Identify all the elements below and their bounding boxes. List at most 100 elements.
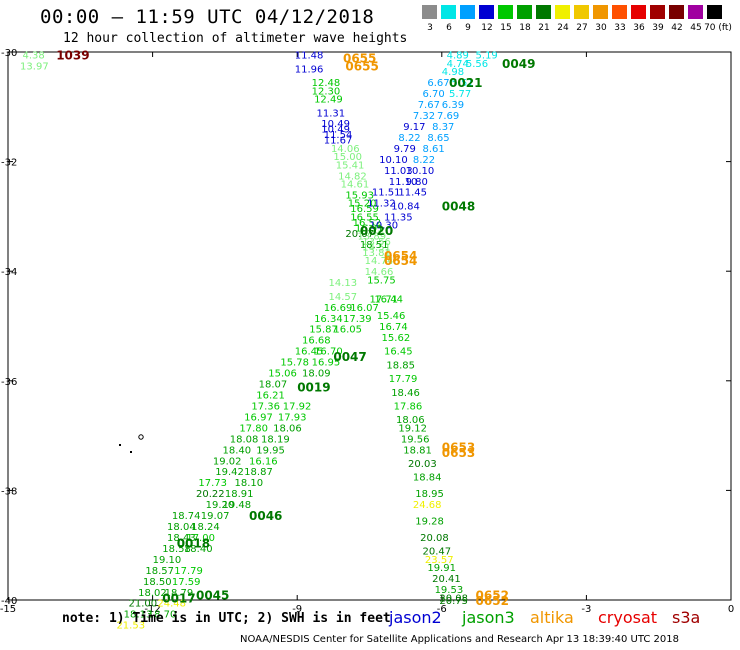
wave-height-value: 16.05 (333, 325, 362, 336)
wave-height-value: 14.61 (341, 180, 370, 191)
wave-height-value: 16.07 (350, 303, 379, 314)
x-tick-label: 0 (728, 604, 734, 615)
wave-height-value: 14.51 (362, 243, 391, 254)
legend-label: 39 (652, 23, 664, 33)
wave-height-value: 20.47 (423, 547, 452, 558)
legend-label: 12 (481, 23, 493, 33)
legend-label: 18 (519, 23, 531, 33)
wave-height-value: 10.49 (321, 119, 350, 130)
wave-height-value: 15.00 (333, 152, 362, 163)
legend-label: 42 (671, 23, 683, 33)
wave-height-value: 4.38 (22, 51, 44, 62)
wave-height-value: 19.12 (398, 423, 427, 434)
wave-height-value: 8.61 (423, 144, 445, 155)
track-time-label: 0652 (476, 589, 509, 603)
legend-label: 9 (465, 23, 471, 33)
wave-height-value: 24.68 (413, 500, 442, 511)
wave-height-value: 11.67 (324, 136, 353, 147)
legend-swatch (441, 5, 456, 19)
wave-height-value: 16.97 (244, 412, 273, 423)
wave-height-value: 17.79 (174, 566, 203, 577)
wave-height-value: 16.91 (355, 223, 384, 234)
wave-height-value: 6.70 (423, 89, 445, 100)
wave-height-value: 10.10 (379, 155, 408, 166)
wave-height-value: 11.32 (367, 199, 396, 210)
wave-height-value: 15.78 (280, 358, 309, 369)
wave-height-value: 10.30 (370, 221, 399, 232)
legend-swatch (574, 5, 589, 19)
wave-height-value: 15.62 (382, 333, 411, 344)
wave-height-value: 16.69 (324, 303, 353, 314)
wave-height-value: 18.40 (222, 445, 251, 456)
wave-height-value: 20.75 (439, 596, 468, 607)
wave-height-value: 15.41 (336, 160, 365, 171)
satellite-legend-altika: altika (530, 608, 574, 627)
wave-height-value: 18.85 (386, 360, 415, 371)
wave-height-values: 4.3813.9711.4811.9612.4812.3012.4911.311… (20, 51, 498, 632)
wave-height-value: 14.74 (365, 256, 394, 267)
axis-ticks: -15 -12 -9 -6 -3 0-30-32-34-36-38-40 (0, 48, 734, 615)
wave-height-value: 17.73 (198, 478, 227, 489)
wave-height-value: 19.53 (435, 585, 464, 596)
wave-height-value: 18.91 (225, 489, 254, 500)
wave-height-value: 8.22 (398, 133, 420, 144)
wave-height-value: 11.35 (384, 212, 413, 223)
x-tick-label: -6 (437, 604, 447, 615)
wave-height-value: 16.70 (314, 347, 343, 358)
legend-swatch (422, 5, 437, 19)
island-marker (119, 444, 121, 446)
wave-height-value: 16.16 (249, 456, 278, 467)
wave-height-value: 21.00 (129, 599, 158, 610)
wave-height-value: 20.08 (439, 593, 468, 604)
track-time-label: 0049 (502, 57, 535, 71)
wave-height-value: 17.36 (251, 401, 280, 412)
wave-height-value: 14.66 (365, 267, 394, 278)
wave-height-value: 11.54 (324, 130, 353, 141)
legend-swatch (479, 5, 494, 19)
wave-height-value: 13.89 (357, 232, 386, 243)
wave-height-value: 18.74 (172, 511, 201, 522)
wave-height-value: 15.93 (345, 190, 374, 201)
wave-height-value: 17.80 (239, 423, 268, 434)
legend-label: 6 (446, 23, 452, 33)
wave-height-value: 12.49 (314, 95, 343, 106)
legend-swatch (517, 5, 532, 19)
wave-height-value: 18.46 (391, 388, 420, 399)
wave-height-value: 17.00 (186, 533, 215, 544)
wave-height-value: 18.58 (162, 544, 191, 555)
wave-height-value: 19.42 (215, 467, 244, 478)
wave-height-value: 18.57 (145, 566, 174, 577)
wave-height-value: 9.79 (394, 144, 416, 155)
wave-height-value: 17.71 (370, 295, 399, 306)
wave-height-value: 18.70 (148, 610, 177, 621)
wave-height-value: 17.79 (389, 374, 418, 385)
y-tick-label: -38 (1, 486, 17, 497)
wave-height-value: 17.86 (394, 401, 423, 412)
satellite-legend-jason2: jason2 (389, 608, 442, 627)
legend-label: 27 (576, 23, 588, 33)
wave-height-value: 19.28 (415, 517, 444, 528)
wave-height-value: 11.51 (372, 188, 401, 199)
wave-height-value: 19.10 (153, 555, 182, 566)
legend-label: 33 (614, 23, 626, 33)
island-markers (119, 434, 144, 453)
satellite-legend-s3a: s3a (672, 608, 701, 627)
track-time-label: 0653 (442, 441, 475, 455)
wave-height-value: 11.45 (398, 188, 427, 199)
wave-height-value: 7.67 (418, 100, 440, 111)
legend-swatch (555, 5, 570, 19)
wave-height-value: 18.09 (302, 369, 331, 380)
page-title: 00:00 – 11:59 UTC 04/12/2018 (40, 6, 375, 28)
wave-height-value: 16.59 (350, 204, 379, 215)
wave-height-value: 11.96 (295, 64, 324, 75)
legend-swatch (460, 5, 475, 19)
legend-swatch (498, 5, 513, 19)
page-subtitle: 12 hour collection of altimeter wave hei… (63, 31, 408, 46)
wave-height-value: 16.34 (314, 314, 343, 325)
wave-height-value: 9.80 (406, 177, 428, 188)
wave-height-value: 6.39 (442, 100, 464, 111)
wave-height-value: 16.95 (312, 358, 341, 369)
wave-height-value: 13.56 (362, 237, 391, 248)
wave-height-value: 20.07 (345, 229, 374, 240)
